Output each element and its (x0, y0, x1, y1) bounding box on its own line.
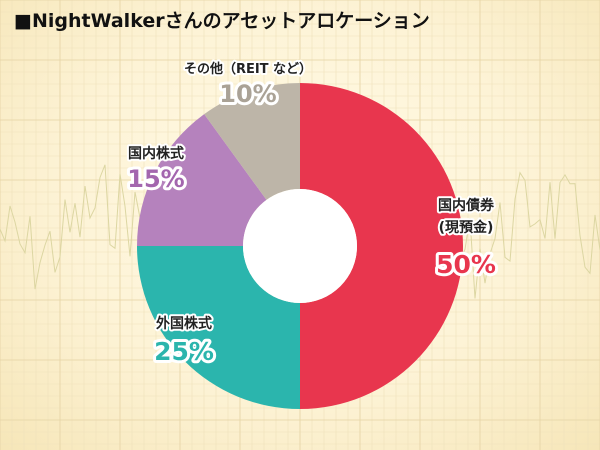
pie-slice (137, 114, 267, 247)
slice-label: 外国株式 (156, 315, 212, 332)
pie-slice (204, 83, 300, 200)
slice-percent-label: 25% (154, 337, 214, 366)
pie-slice (137, 246, 300, 409)
slice-label: 国内株式 (128, 145, 184, 162)
donut-hole (243, 189, 357, 303)
slice-percent-label: 10% (219, 80, 276, 108)
slice-label: (現預金) (439, 219, 494, 236)
chart-title: ■NightWalkerさんのアセットアロケーション (14, 10, 430, 32)
slice-percent-label: 15% (127, 165, 184, 193)
slice-label: その他（REIT など） (184, 61, 312, 77)
slice-label: 国内債券 (438, 197, 495, 214)
slice-percent-label: 50% (436, 250, 496, 279)
pie-slice (300, 83, 463, 409)
